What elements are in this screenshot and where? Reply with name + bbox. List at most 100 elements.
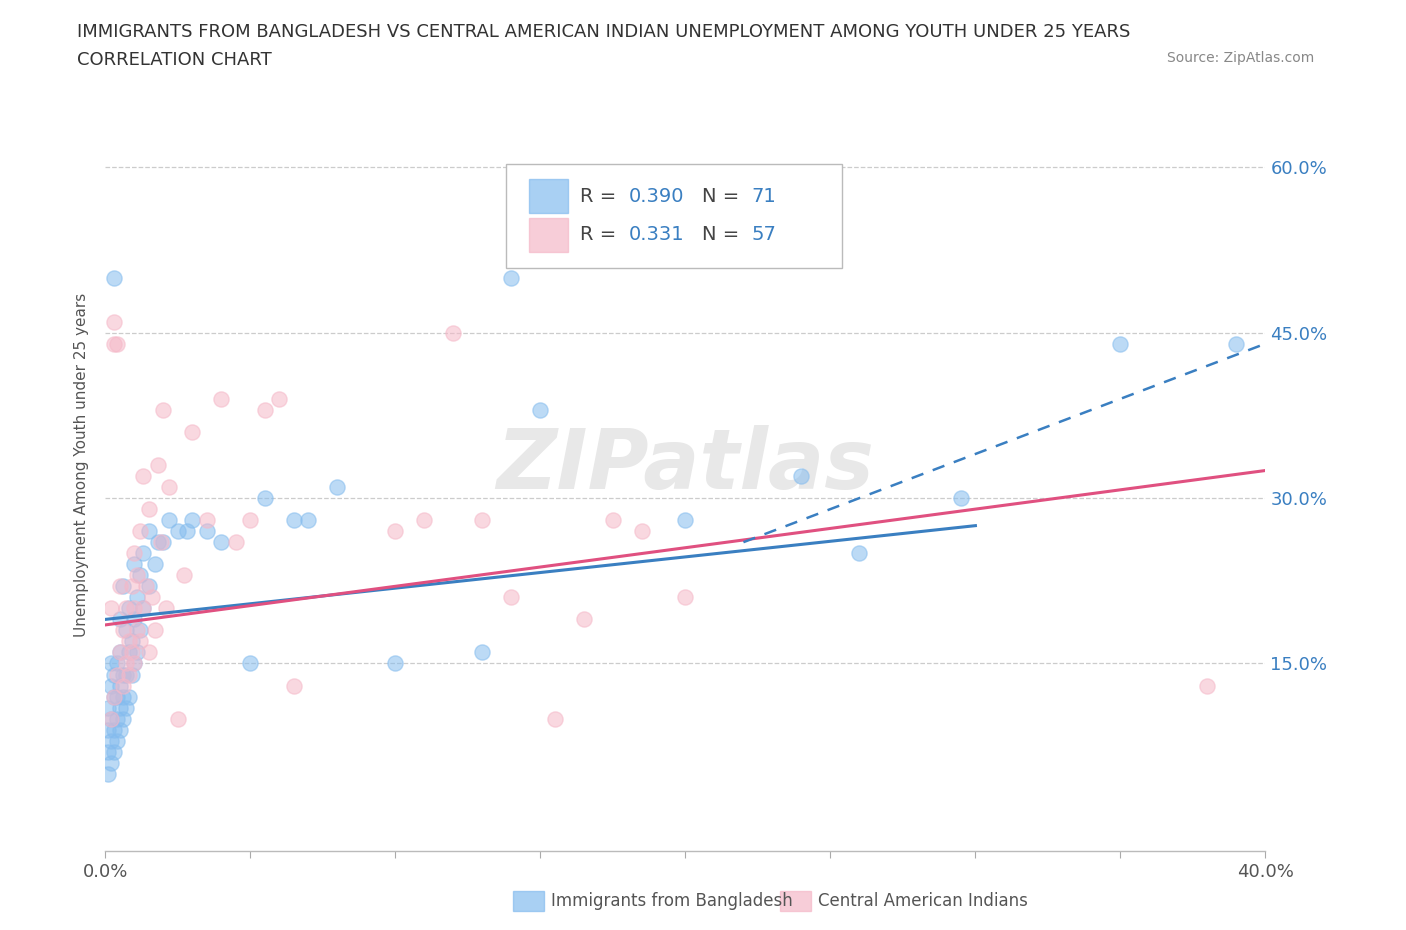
Point (127, 568, 149, 583)
Point (253, 403, 276, 418)
Point (239, 512, 262, 527)
Point (124, 546, 146, 561)
Text: N =: N = (702, 187, 745, 206)
Point (111, 711, 134, 726)
Point (103, 689, 125, 704)
Point (790, 469, 813, 484)
Point (121, 645, 143, 660)
Point (441, 326, 464, 340)
Point (103, 723, 125, 737)
Point (105, 667, 128, 682)
Point (100, 678, 122, 693)
Point (124, 612, 146, 627)
Point (103, 337, 125, 352)
Point (384, 656, 406, 671)
Point (173, 568, 195, 583)
Point (602, 512, 624, 527)
Point (949, 491, 972, 506)
Point (111, 678, 134, 693)
Text: N =: N = (702, 225, 745, 245)
Point (675, 590, 697, 604)
Point (269, 392, 291, 406)
Point (97, 766, 120, 781)
Point (326, 480, 349, 495)
Point (108, 678, 131, 693)
Point (114, 700, 136, 715)
Point (152, 403, 174, 418)
Point (100, 656, 122, 671)
Point (124, 656, 146, 671)
Point (108, 612, 131, 627)
Text: Source: ZipAtlas.com: Source: ZipAtlas.com (1167, 51, 1315, 65)
Text: 57: 57 (752, 225, 776, 245)
Point (155, 601, 177, 616)
Point (108, 645, 131, 660)
Point (297, 512, 319, 527)
Point (100, 733, 122, 748)
Point (97, 744, 120, 759)
Point (108, 645, 131, 660)
Point (111, 667, 134, 682)
Point (572, 612, 595, 627)
Point (114, 601, 136, 616)
Point (1197, 678, 1219, 693)
Point (114, 656, 136, 671)
Point (135, 578, 157, 593)
Point (283, 512, 305, 527)
Point (471, 645, 494, 660)
Point (211, 535, 233, 550)
Point (132, 601, 155, 616)
Point (138, 524, 160, 538)
Point (167, 524, 190, 538)
Text: R =: R = (579, 225, 623, 245)
Point (176, 524, 198, 538)
FancyBboxPatch shape (529, 179, 568, 213)
Point (127, 623, 149, 638)
Point (848, 546, 870, 561)
Text: Central American Indians: Central American Indians (818, 892, 1028, 910)
Text: CORRELATION CHART: CORRELATION CHART (77, 51, 273, 69)
Point (118, 689, 141, 704)
Point (108, 700, 131, 715)
Point (501, 270, 523, 285)
FancyBboxPatch shape (529, 218, 568, 252)
Point (132, 469, 155, 484)
Point (146, 535, 169, 550)
Point (124, 656, 146, 671)
Point (118, 634, 141, 649)
Point (121, 578, 143, 593)
Point (167, 711, 190, 726)
Point (239, 656, 262, 671)
FancyBboxPatch shape (506, 164, 842, 268)
Point (138, 501, 160, 516)
Point (111, 623, 134, 638)
Point (118, 601, 141, 616)
Point (283, 678, 305, 693)
Point (105, 689, 128, 704)
Point (105, 711, 128, 726)
Point (544, 711, 567, 726)
Point (97, 700, 120, 715)
Point (157, 480, 180, 495)
Text: 71: 71 (752, 187, 776, 206)
Point (111, 578, 134, 593)
Point (114, 623, 136, 638)
Point (100, 601, 122, 616)
Point (100, 711, 122, 726)
Point (675, 512, 697, 527)
Point (103, 314, 125, 329)
Point (111, 689, 134, 704)
Point (129, 524, 152, 538)
Point (181, 512, 204, 527)
Point (149, 535, 172, 550)
Point (157, 512, 180, 527)
Point (146, 458, 169, 472)
Text: R =: R = (579, 187, 623, 206)
Point (129, 623, 152, 638)
Point (471, 512, 494, 527)
Point (103, 667, 125, 682)
Point (141, 590, 163, 604)
Point (211, 392, 233, 406)
Point (108, 578, 131, 593)
Point (108, 723, 131, 737)
